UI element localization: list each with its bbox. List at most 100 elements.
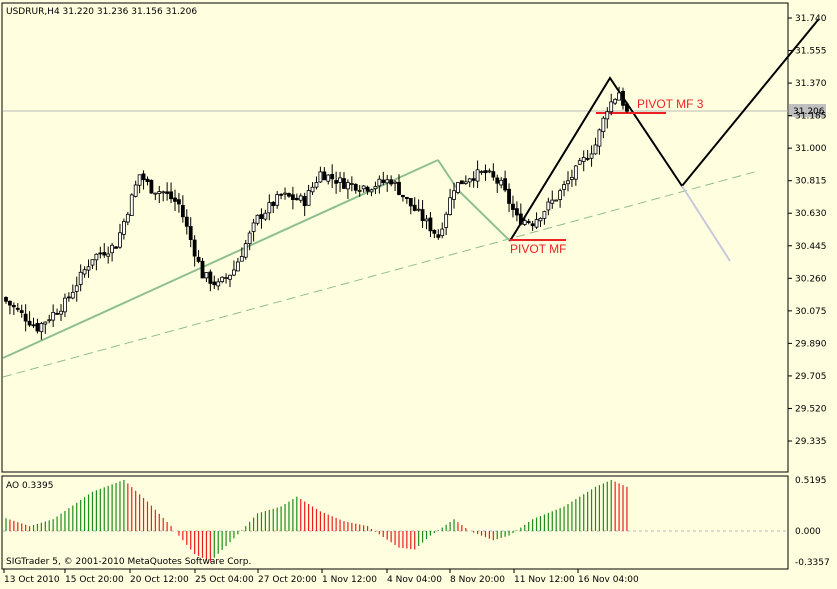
bear-candle: [4, 297, 8, 302]
bull-candle: [298, 195, 303, 201]
price-axis: 31.740 31.555 31.370 31.185 31.000 30.815 30.6…: [788, 14, 827, 447]
bull-candle: [479, 171, 484, 173]
bull-candle: [570, 176, 574, 180]
bear-candle: [180, 205, 185, 218]
bear-candle: [322, 171, 327, 181]
bull-candle: [605, 111, 610, 120]
bull-candle: [220, 276, 225, 283]
current-price-label: 31.206: [793, 107, 825, 117]
bull-candle: [597, 129, 602, 147]
bull-candle: [581, 157, 586, 162]
bear-candle: [19, 310, 24, 313]
bull-candle: [318, 171, 323, 183]
bull-candle: [369, 189, 374, 193]
bull-candle: [593, 144, 598, 155]
bull-candle: [475, 169, 480, 182]
bear-candle: [149, 179, 154, 194]
bear-candle: [530, 223, 535, 227]
bear-candle: [165, 191, 170, 194]
bear-candle: [294, 197, 299, 201]
bear-candle: [200, 260, 205, 279]
bull-candle: [161, 191, 166, 194]
bull-candle: [110, 244, 115, 254]
bear-candle: [302, 196, 307, 207]
green-trend-line: [2, 159, 439, 359]
bull-candle: [377, 178, 382, 187]
bull-candle: [243, 243, 248, 258]
bear-candle: [503, 178, 508, 191]
price-tick-label: 31.185: [795, 112, 827, 122]
bull-candle: [204, 272, 209, 279]
bull-candle: [424, 218, 429, 222]
bear-candle: [412, 204, 417, 211]
bear-candle: [15, 307, 20, 310]
bull-candle: [78, 271, 83, 285]
bull-candle: [239, 256, 244, 262]
bull-candle: [554, 199, 559, 202]
bull-candle: [70, 291, 75, 299]
price-tick-label: 30.630: [795, 209, 827, 219]
bull-candle: [228, 274, 232, 280]
time-tick-label: 11 Nov 12:00: [514, 575, 575, 585]
bear-candle: [145, 178, 150, 183]
bear-candle: [287, 193, 291, 197]
bull-candle: [59, 310, 63, 315]
bear-candle: [495, 177, 500, 184]
bull-candle: [467, 178, 472, 183]
price-tick-label: 29.890: [795, 339, 827, 349]
bull-candle: [82, 269, 87, 275]
bear-candle: [55, 312, 59, 315]
bull-candle: [326, 174, 331, 182]
time-tick-label: 8 Nov 20:00: [450, 575, 505, 585]
bear-candle: [526, 221, 531, 224]
time-tick-label: 25 Oct 04:00: [195, 575, 254, 585]
bull-candle: [440, 228, 445, 237]
bull-candle: [232, 269, 236, 276]
bear-candle: [404, 196, 409, 199]
ao-tick-label: 0.5195: [795, 476, 827, 486]
bear-candle: [381, 179, 386, 183]
time-tick-label: 13 Oct 2010: [4, 575, 60, 585]
bull-candle: [609, 101, 614, 113]
bull-candle: [157, 191, 162, 194]
bear-candle: [27, 320, 32, 326]
bear-candle: [353, 183, 358, 191]
bear-candle: [491, 171, 496, 178]
bear-candle: [259, 214, 264, 219]
bull-candle: [137, 174, 142, 186]
black-zigzag-projection: [509, 19, 819, 242]
indicator-frame: [1, 475, 789, 570]
bull-candle: [74, 285, 79, 292]
grey-projection-line: [681, 185, 731, 262]
bull-candle: [106, 253, 111, 257]
time-tick-label: 20 Oct 12:00: [130, 575, 189, 585]
bull-candle: [385, 179, 390, 184]
time-tick-label: 4 Nov 04:00: [387, 575, 442, 585]
bull-candle: [251, 222, 256, 232]
price-tick-label: 31.740: [795, 14, 827, 24]
ao-tick-label: -0.3357: [795, 558, 830, 568]
bull-candle: [247, 232, 252, 245]
price-tick-label: 31.555: [795, 47, 827, 57]
copyright-footer: SIGTrader 5, © 2001-2010 MetaQuotes Soft…: [6, 557, 251, 567]
bull-candle: [283, 192, 287, 195]
bear-candle: [483, 170, 488, 174]
bear-candle: [342, 178, 346, 189]
bull-candle: [357, 189, 362, 192]
time-tick-label: 1 Nov 12:00: [322, 575, 377, 585]
bull-candle: [306, 190, 311, 206]
bull-candle: [314, 182, 319, 188]
bear-candle: [279, 193, 284, 196]
bear-candle: [208, 271, 213, 284]
bull-candle: [267, 202, 272, 214]
bear-candle: [177, 199, 181, 205]
bear-candle: [173, 197, 177, 202]
bull-candle: [86, 266, 91, 271]
pivot-mf3-label: PIVOT MF 3: [637, 97, 704, 111]
bull-candle: [263, 212, 268, 220]
ao-histogram-series: [5, 479, 628, 562]
price-tick-label: 30.445: [795, 242, 827, 252]
bull-candle: [601, 117, 606, 133]
price-tick-label: 31.370: [795, 79, 827, 89]
